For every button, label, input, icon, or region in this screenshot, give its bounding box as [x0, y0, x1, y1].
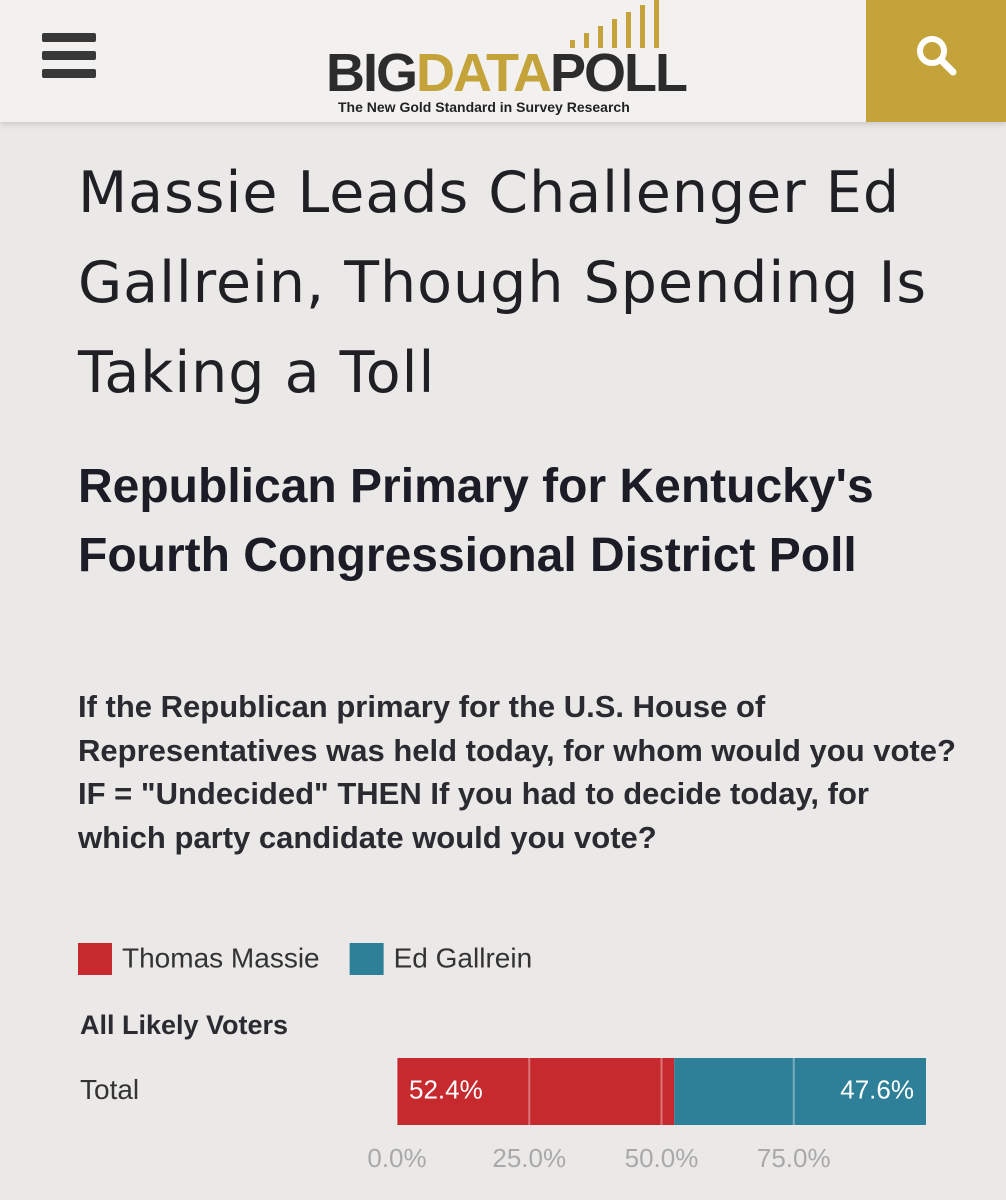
- menu-bar[interactable]: [42, 69, 96, 78]
- legend-label: Ed Gallrein: [394, 942, 533, 973]
- article-title: Massie Leads Challenger Ed Gallrein, Tho…: [78, 160, 928, 406]
- bar-segment: [397, 1058, 675, 1125]
- x-tick-label: 75.0%: [757, 1143, 831, 1173]
- logo-text: DATA: [416, 43, 552, 103]
- x-tick-label: 25.0%: [492, 1143, 566, 1173]
- header: BIGDATAPOLL The New Gold Standard in Sur…: [0, 0, 1006, 122]
- legend-label: Thomas Massie: [122, 942, 320, 973]
- question-text: If the Republican primary for the U.S. H…: [78, 689, 956, 768]
- logo-text: POLL: [549, 43, 688, 103]
- chart: Thomas Massie Ed Gallrein All Likely Voter…: [78, 942, 926, 1173]
- value-label: 52.4%: [409, 1074, 483, 1104]
- question-text: IF = "Undecided" THEN If you had to deci…: [78, 776, 869, 855]
- logo[interactable]: BIGDATAPOLL: [326, 43, 688, 103]
- bar-segment: [674, 1058, 926, 1125]
- legend-swatch: [349, 943, 384, 975]
- group-label: All Likely Voters: [80, 1010, 288, 1040]
- value-label: 47.6%: [840, 1074, 914, 1104]
- category-label: Total: [80, 1074, 139, 1105]
- search-icon: [917, 36, 957, 76]
- x-tick-label: 0.0%: [367, 1143, 426, 1173]
- chart-title: Republican Primary for Kentucky's Fourth…: [78, 460, 874, 582]
- menu-bar[interactable]: [42, 33, 96, 42]
- question: If the Republican primary for the U.S. H…: [78, 685, 958, 859]
- legend-swatch: [78, 943, 112, 975]
- logo-icon: [570, 0, 659, 48]
- menu-bar[interactable]: [42, 51, 96, 60]
- search-button[interactable]: [866, 0, 1006, 122]
- logo-text: BIG: [326, 43, 418, 103]
- x-tick-label: 50.0%: [625, 1143, 699, 1173]
- tagline: The New Gold Standard in Survey Research: [338, 99, 630, 115]
